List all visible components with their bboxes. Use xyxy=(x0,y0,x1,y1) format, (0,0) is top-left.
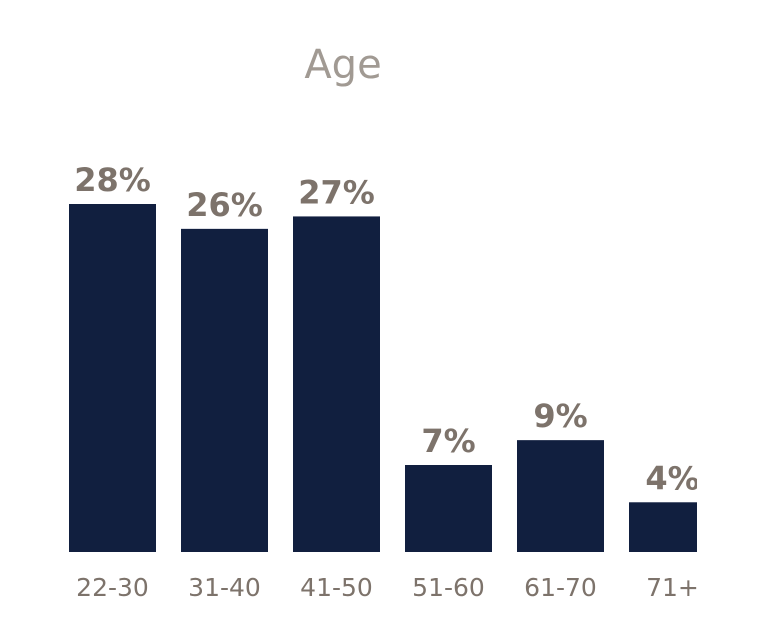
x-tick-label-22-30: 22-30 xyxy=(76,573,149,602)
chart-title: Age xyxy=(304,42,381,88)
x-tick-label-71+: 71+ xyxy=(646,573,699,602)
bar-22-30 xyxy=(69,204,156,552)
bar-51-60 xyxy=(405,465,492,552)
value-label-41-50: 27% xyxy=(298,173,375,211)
value-label-61-70: 9% xyxy=(533,397,587,435)
x-tick-label-61-70: 61-70 xyxy=(524,573,597,602)
value-label-22-30: 28% xyxy=(74,161,151,199)
value-labels-group: 28% 26% 27% 7% 9% 4% xyxy=(74,161,699,497)
value-label-51-60: 7% xyxy=(421,422,475,460)
bars-group xyxy=(69,204,697,552)
value-label-71+: 4% xyxy=(645,459,699,497)
x-tick-label-41-50: 41-50 xyxy=(300,573,373,602)
bar-71+ xyxy=(629,502,697,552)
x-tick-label-51-60: 51-60 xyxy=(412,573,485,602)
x-tick-label-31-40: 31-40 xyxy=(188,573,261,602)
bar-61-70 xyxy=(517,440,604,552)
bar-31-40 xyxy=(181,228,268,552)
x-tick-labels-group: 22-30 31-40 41-50 51-60 61-70 71+ xyxy=(76,573,699,602)
bar-41-50 xyxy=(293,216,380,552)
value-label-31-40: 26% xyxy=(186,186,263,224)
